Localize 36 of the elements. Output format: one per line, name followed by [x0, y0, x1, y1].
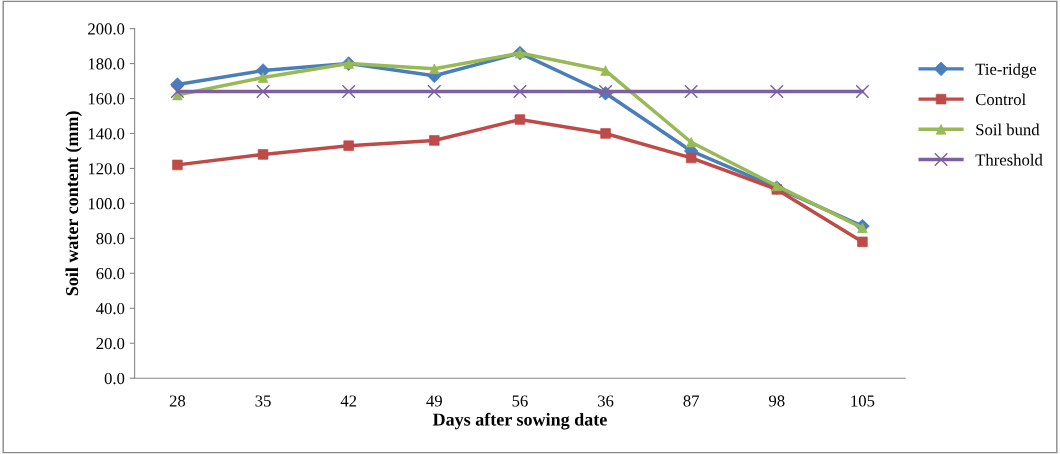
x-tick-label: 56 [512, 395, 528, 407]
x-tick-label: 28 [169, 395, 186, 407]
y-axis-title: Soil water content (mm) [65, 111, 82, 296]
legend-label: Soil bund [976, 123, 1040, 136]
x-tick-label: 35 [255, 395, 271, 407]
x-tick-label: 98 [769, 395, 785, 407]
y-tick-label: 80.0 [96, 233, 125, 245]
y-tick-label: 40.0 [96, 302, 125, 315]
y-tick-label: 100.0 [88, 198, 125, 210]
y-tick-label: 20.0 [96, 337, 125, 350]
x-axis-title: Days after sowing date [432, 412, 607, 430]
x-tick-label: 87 [683, 395, 700, 407]
legend-label: Control [975, 93, 1026, 106]
point [256, 84, 271, 99]
point [343, 140, 354, 151]
y-tick-label: 160.0 [88, 93, 125, 105]
point [170, 84, 185, 99]
point [685, 152, 697, 164]
x-tick-label: 105 [851, 395, 875, 407]
legend-label: Tie-ridge [975, 63, 1037, 79]
point [427, 84, 442, 99]
y-tick-label: 120.0 [88, 163, 125, 175]
x-tick-label: 36 [598, 395, 614, 407]
x-tick-label: 42 [340, 395, 357, 407]
point [341, 84, 356, 99]
point [769, 84, 784, 99]
point [684, 84, 699, 99]
y-tick-label: 140.0 [88, 128, 125, 140]
point [512, 84, 527, 99]
y-tick-label: 200.0 [88, 23, 125, 35]
y-tick-label: 180.0 [88, 58, 125, 70]
point [855, 84, 870, 99]
y-tick-label: 0.0 [104, 372, 125, 385]
x-tick-label: 49 [426, 395, 442, 407]
y-tick-label: 60.0 [96, 268, 125, 280]
legend-label: Threshold [975, 153, 1043, 166]
